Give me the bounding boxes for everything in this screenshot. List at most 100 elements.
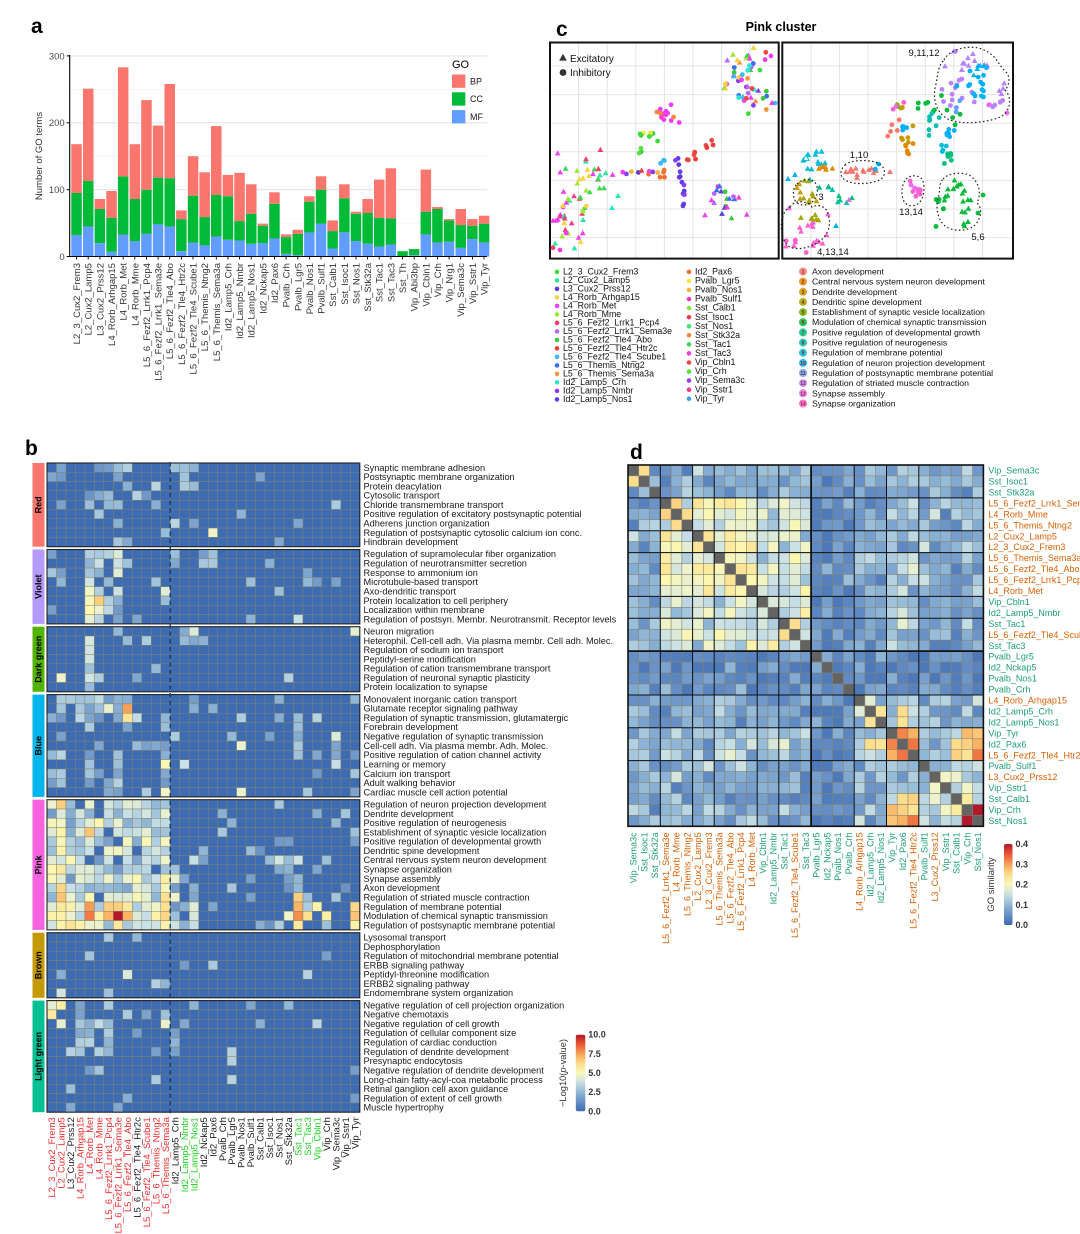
svg-text:ERBB signaling pathway: ERBB signaling pathway	[364, 960, 465, 970]
svg-text:Protein localization to synaps: Protein localization to synapse	[364, 682, 488, 692]
svg-text:Pvalb_Lgr5: Pvalb_Lgr5	[988, 652, 1034, 662]
svg-text:Id2_Lamp5_Nos1: Id2_Lamp5_Nos1	[876, 832, 886, 903]
svg-text:L5_6_Fezf2_Tle4_Htr2c: L5_6_Fezf2_Tle4_Htr2c	[909, 832, 919, 929]
svg-text:Adult walking behavior: Adult walking behavior	[364, 778, 456, 788]
svg-text:Positive regulation of neuroge: Positive regulation of neurogenesis	[812, 338, 948, 348]
svg-text:Sst_Calb1: Sst_Calb1	[328, 263, 339, 307]
svg-text:L2_Cux2_Lamp5: L2_Cux2_Lamp5	[84, 263, 95, 335]
svg-text:Pvalb_Nos1: Pvalb_Nos1	[988, 674, 1037, 684]
svg-text:L5_6_Fezf2_Lrrk1_Pcp4: L5_6_Fezf2_Lrrk1_Pcp4	[103, 1117, 114, 1220]
svg-text:b: b	[25, 437, 38, 460]
svg-text:Protein deacylation: Protein deacylation	[364, 481, 442, 491]
svg-text:Vip_Cbln1: Vip_Cbln1	[421, 263, 432, 307]
svg-text:Pink: Pink	[34, 854, 44, 874]
svg-text:L4_Rorb_Mme: L4_Rorb_Mme	[130, 263, 141, 326]
svg-text:2.5: 2.5	[588, 1087, 601, 1097]
svg-text:Id2_Lamp5_Nmbr: Id2_Lamp5_Nmbr	[235, 263, 246, 339]
svg-text:Id2_Lamp5_Nmbr: Id2_Lamp5_Nmbr	[179, 1117, 190, 1192]
svg-text:Sst_Nos1: Sst_Nos1	[274, 1117, 285, 1158]
svg-text:Positive regulation of excitat: Positive regulation of excitatory postsy…	[364, 509, 582, 519]
svg-text:Sst_Isoc1: Sst_Isoc1	[695, 312, 734, 322]
svg-text:L5_6_Fezf2_Lrrk1_Pcp4: L5_6_Fezf2_Lrrk1_Pcp4	[988, 575, 1080, 585]
svg-text:Id2_Lamp5_Crh: Id2_Lamp5_Crh	[563, 377, 626, 387]
svg-text:Sst_Nos1: Sst_Nos1	[988, 816, 1027, 826]
svg-text:Lysosomal transport: Lysosomal transport	[364, 933, 447, 943]
svg-text:Dephosphorylation: Dephosphorylation	[364, 942, 441, 952]
svg-text:Sst_Tac3: Sst_Tac3	[988, 641, 1025, 651]
svg-text:Id2_Nckap5: Id2_Nckap5	[988, 663, 1036, 673]
svg-text:L4_Rorb_Met: L4_Rorb_Met	[84, 1117, 95, 1174]
svg-text:Regulation of postsynaptic mem: Regulation of postsynaptic membrane pote…	[812, 368, 993, 378]
svg-text:4: 4	[802, 300, 805, 306]
svg-text:Regulation of postsynaptic mem: Regulation of postsynaptic membrane pote…	[364, 920, 556, 930]
svg-text:8: 8	[802, 341, 805, 347]
svg-text:L2_Cux2_Lamp5: L2_Cux2_Lamp5	[56, 1117, 67, 1188]
svg-text:1: 1	[802, 270, 805, 276]
svg-text:L4_Rorb_Arhgap15: L4_Rorb_Arhgap15	[563, 292, 640, 302]
svg-text:L4_Rorb_Met: L4_Rorb_Met	[988, 586, 1043, 596]
svg-text:Sst_Isoc1: Sst_Isoc1	[639, 832, 649, 872]
svg-text:L5_6_Fezf2_Lrrk1_Sema3e: L5_6_Fezf2_Lrrk1_Sema3e	[661, 832, 671, 944]
svg-text:5.0: 5.0	[588, 1068, 601, 1078]
svg-text:Dendrite development: Dendrite development	[364, 809, 454, 819]
svg-text:L4_Rorb_Mme: L4_Rorb_Mme	[672, 832, 682, 892]
svg-text:Vip_Sstr1: Vip_Sstr1	[340, 1117, 351, 1157]
svg-text:Sst_Tac1: Sst_Tac1	[293, 1117, 304, 1156]
svg-text:Pvalb_Nos1: Pvalb_Nos1	[833, 832, 843, 881]
svg-text:L4_Rorb_Met: L4_Rorb_Met	[119, 263, 130, 321]
svg-text:Cytosolic transport: Cytosolic transport	[364, 491, 441, 501]
svg-text:Sst_Calb1: Sst_Calb1	[988, 794, 1030, 804]
svg-text:Retinal ganglion cell axon gui: Retinal ganglion cell axon guidance	[364, 1084, 509, 1094]
svg-text:Vip_Sema3c: Vip_Sema3c	[456, 263, 467, 317]
svg-text:L4_Rorb_Arhgap15: L4_Rorb_Arhgap15	[107, 263, 118, 346]
svg-text:Dendritic spine development: Dendritic spine development	[812, 297, 922, 307]
svg-text:Sst_Isoc1: Sst_Isoc1	[264, 1117, 275, 1158]
svg-text:CC: CC	[470, 94, 483, 104]
svg-text:12: 12	[800, 381, 806, 387]
svg-text:L5_6_Fezf2_Tle4_Scube1: L5_6_Fezf2_Tle4_Scube1	[790, 832, 800, 938]
svg-text:9,11,12: 9,11,12	[909, 48, 940, 59]
svg-text:L5_6_Fezf2_Tle4_Htr2c: L5_6_Fezf2_Tle4_Htr2c	[177, 263, 188, 365]
svg-text:200: 200	[49, 118, 65, 129]
svg-text:L2_3_Cux2_Frem3: L2_3_Cux2_Frem3	[988, 542, 1065, 552]
svg-text:Peptidyl-serine modification: Peptidyl-serine modification	[364, 654, 476, 664]
svg-text:Sst_Calb1: Sst_Calb1	[255, 1117, 266, 1160]
svg-text:L2_Cux2_Lamp5: L2_Cux2_Lamp5	[988, 531, 1057, 541]
svg-text:L4_Rorb_Mme: L4_Rorb_Mme	[94, 1117, 105, 1179]
svg-text:L5_6_Fezf2_Tle4_Htr2c: L5_6_Fezf2_Tle4_Htr2c	[131, 1117, 142, 1218]
svg-text:7: 7	[802, 330, 805, 336]
svg-text:Neuron migration: Neuron migration	[364, 627, 434, 637]
svg-text:Response to ammonium ion: Response to ammonium ion	[364, 568, 478, 578]
svg-text:Sst_Tac3: Sst_Tac3	[801, 832, 811, 869]
svg-text:1,10: 1,10	[850, 150, 869, 161]
svg-text:Id2_Lamp5_Nos1: Id2_Lamp5_Nos1	[563, 394, 633, 404]
svg-text:L5_6_Fezf2_Lrrk1_Pcp4: L5_6_Fezf2_Lrrk1_Pcp4	[736, 832, 746, 931]
svg-text:Negative regulation of synapti: Negative regulation of synaptic transmis…	[364, 732, 544, 742]
svg-text:Id2_Lamp5_Nos1: Id2_Lamp5_Nos1	[247, 263, 258, 338]
svg-text:Id2_Lamp5_Crh: Id2_Lamp5_Crh	[169, 1117, 180, 1184]
svg-text:Vip_Crh: Vip_Crh	[695, 366, 727, 376]
svg-text:Regulation of neuron projectio: Regulation of neuron projection developm…	[364, 800, 547, 810]
svg-text:Regulation of sodium ion trans: Regulation of sodium ion transport	[364, 645, 504, 655]
svg-text:Regulation of extent of cell g: Regulation of extent of cell growth	[364, 1093, 502, 1103]
svg-text:Dendritic spine development: Dendritic spine development	[364, 846, 480, 856]
svg-text:Id2_Lamp5_Nos1: Id2_Lamp5_Nos1	[188, 1117, 199, 1191]
svg-text:L2_3_Cux2_Frem3: L2_3_Cux2_Frem3	[563, 267, 638, 277]
svg-text:L5_6_Fezf2_Lrrk1_Pcp4: L5_6_Fezf2_Lrrk1_Pcp4	[563, 318, 659, 328]
svg-text:Cell-cell adh. Via plasma memb: Cell-cell adh. Via plasma membr. Adh. Mo…	[364, 741, 549, 751]
svg-text:Localization within membrane: Localization within membrane	[364, 605, 485, 615]
svg-text:Pvalb_Crh: Pvalb_Crh	[282, 263, 293, 307]
svg-text:Postsynaptic membrane organiza: Postsynaptic membrane organization	[364, 472, 515, 482]
svg-text:Pvalb_Crh: Pvalb_Crh	[988, 685, 1030, 695]
svg-text:Regulation of neuron projectio: Regulation of neuron projection developm…	[812, 358, 985, 368]
svg-text:L5_6_Fezf2_Lrrk1_Sema3e: L5_6_Fezf2_Lrrk1_Sema3e	[154, 263, 165, 381]
svg-text:Axon development: Axon development	[812, 267, 885, 277]
svg-text:Sst_Nos1: Sst_Nos1	[351, 263, 362, 304]
svg-text:Heterophil. Cell-cell adh. Via: Heterophil. Cell-cell adh. Via plasma me…	[364, 636, 614, 646]
svg-text:Regulation of postsyn. Membr.: Regulation of postsyn. Membr. Neurotrans…	[364, 614, 617, 624]
svg-text:Id2_Pax6: Id2_Pax6	[270, 263, 281, 303]
svg-text:L4_Rorb_Mme: L4_Rorb_Mme	[988, 509, 1048, 519]
svg-text:Calcium ion transport: Calcium ion transport	[364, 769, 451, 779]
svg-text:Vip_Tyr: Vip_Tyr	[350, 1117, 361, 1149]
svg-text:Positive regulation of neuroge: Positive regulation of neurogenesis	[364, 818, 507, 828]
